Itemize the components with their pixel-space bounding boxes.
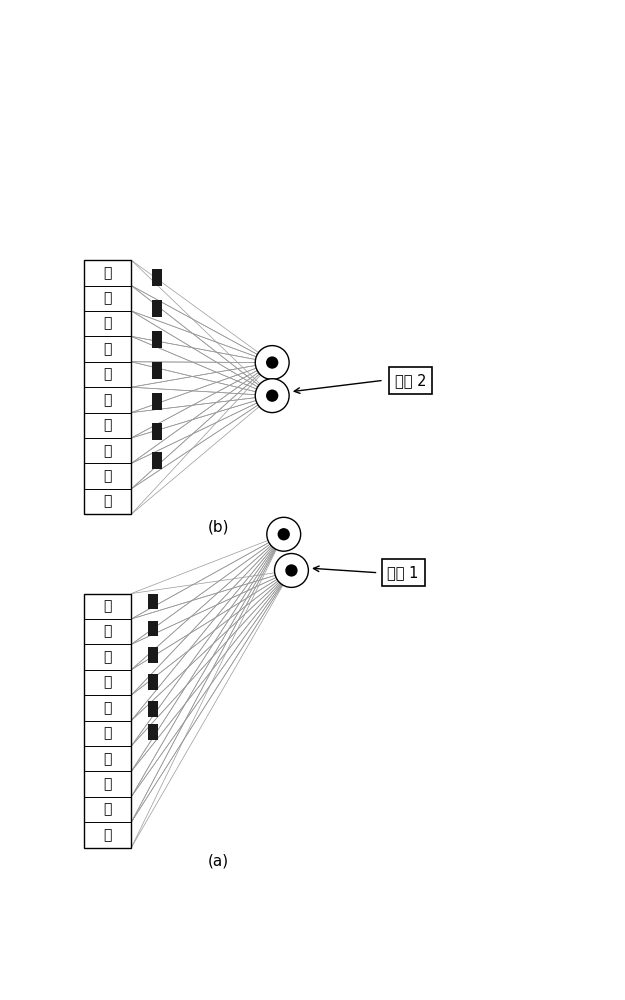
Bar <box>148 674 158 690</box>
Bar <box>152 269 162 286</box>
Text: 右: 右 <box>103 266 112 280</box>
Text: 右: 右 <box>103 367 112 381</box>
Circle shape <box>255 379 289 413</box>
Bar <box>152 423 162 440</box>
Text: 右: 右 <box>103 803 112 817</box>
Bar <box>84 260 131 514</box>
Circle shape <box>274 554 308 587</box>
Text: 右: 右 <box>103 650 112 664</box>
Circle shape <box>285 564 298 577</box>
Circle shape <box>267 517 301 551</box>
Circle shape <box>255 346 289 379</box>
Text: 左: 左 <box>103 625 112 639</box>
Text: 左: 左 <box>103 495 112 509</box>
Text: 右: 右 <box>103 599 112 613</box>
Text: (b): (b) <box>208 519 229 534</box>
Text: 左: 左 <box>103 342 112 356</box>
Bar <box>152 300 162 317</box>
Text: 左: 左 <box>103 828 112 842</box>
Bar <box>152 452 162 469</box>
Bar <box>152 362 162 379</box>
Bar <box>148 647 158 663</box>
Text: 左: 左 <box>103 291 112 305</box>
Bar <box>148 701 158 717</box>
Text: 右: 右 <box>103 469 112 483</box>
Text: 位置 2: 位置 2 <box>395 373 426 388</box>
Circle shape <box>278 528 290 540</box>
Text: 左: 左 <box>103 393 112 407</box>
Text: 左: 左 <box>103 444 112 458</box>
Text: (a): (a) <box>208 853 229 868</box>
Text: 右: 右 <box>103 752 112 766</box>
Text: 位置 1: 位置 1 <box>388 565 419 580</box>
Bar <box>148 594 158 609</box>
Circle shape <box>266 390 278 402</box>
Text: 左: 左 <box>103 675 112 689</box>
Text: 右: 右 <box>103 418 112 432</box>
Text: 右: 右 <box>103 701 112 715</box>
Bar <box>152 331 162 348</box>
Bar <box>84 594 131 848</box>
Text: 左: 左 <box>103 777 112 791</box>
Text: 右: 右 <box>103 317 112 331</box>
Bar <box>152 393 162 410</box>
Text: 左: 左 <box>103 726 112 740</box>
Bar <box>148 724 158 740</box>
Bar <box>148 620 158 636</box>
Circle shape <box>266 356 278 369</box>
